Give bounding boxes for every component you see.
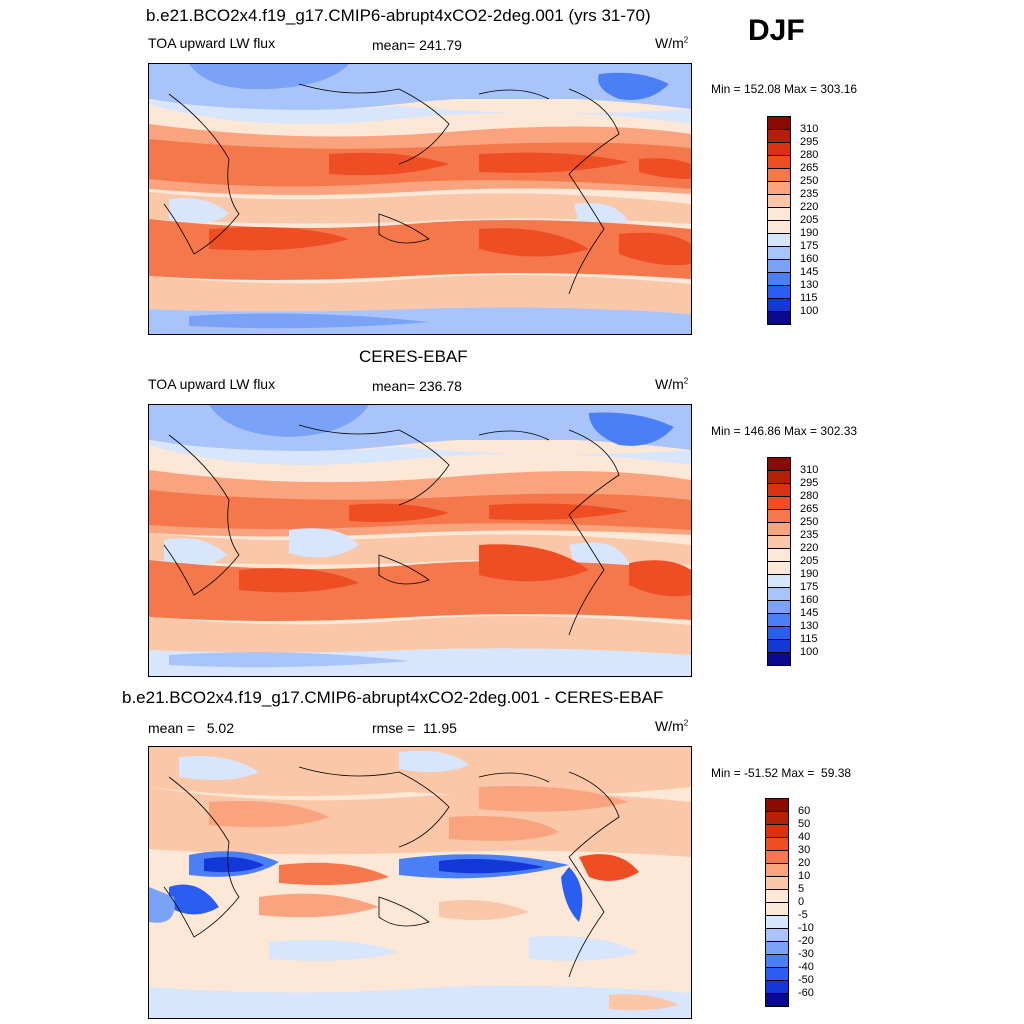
colorbar-label: -40 (798, 961, 814, 973)
colorbar-label: 100 (800, 646, 819, 658)
colorbar-label: -10 (798, 922, 814, 934)
panel2-title: CERES-EBAF (359, 347, 468, 366)
colorbar-label: 5 (798, 883, 805, 895)
colorbar-label: 250 (800, 175, 819, 187)
colorbar-label: 250 (800, 516, 819, 528)
panel1-minmax: Min = 152.08 Max = 303.16 (711, 82, 858, 96)
panel3-mean-label: mean = 5.02 (148, 720, 235, 736)
colorbar-label: 160 (800, 594, 819, 606)
season-label: DJF (748, 14, 805, 47)
panel3-minmax: Min = -51.52 Max = 59.38 (711, 766, 852, 780)
panel2-mean-label: mean= 236.78 (372, 378, 462, 394)
colorbar-label: 280 (800, 490, 819, 502)
panel1-colorbar: 310 295 280 265 250 235 220 205 190 175 … (767, 116, 847, 328)
panel2-minmax: Min = 146.86 Max = 302.33 (711, 424, 858, 438)
panel2-units: W/m2 (655, 376, 689, 392)
colorbar-label: 235 (800, 188, 819, 200)
panel3-colorbar: 60 50 40 30 20 10 5 0 -5 -10 -20 -30 -40… (765, 798, 845, 1014)
colorbar-label: 100 (800, 305, 819, 317)
panel3-units: W/m2 (655, 718, 689, 734)
panel3-map (148, 746, 692, 1019)
panel2-variable-label: TOA upward LW flux (148, 376, 276, 392)
colorbar-label: -5 (798, 909, 808, 921)
colorbar-label: 190 (800, 227, 819, 239)
colorbar-label: 310 (800, 464, 819, 476)
panel1-title: b.e21.BCO2x4.f19_g17.CMIP6-abrupt4xCO2-2… (146, 6, 651, 25)
colorbar-label: 130 (800, 620, 819, 632)
colorbar-label: 0 (798, 896, 805, 908)
colorbar-label: 40 (798, 831, 811, 843)
panel1-mean-label: mean= 241.79 (372, 37, 462, 53)
colorbar-label: 310 (800, 123, 819, 135)
colorbar-label: 295 (800, 136, 819, 148)
colorbar-label: 205 (800, 214, 819, 226)
colorbar-label: 115 (800, 633, 818, 645)
colorbar-label: 30 (798, 844, 811, 856)
colorbar-label: 190 (800, 568, 819, 580)
colorbar-label: 115 (800, 292, 818, 304)
colorbar-label: 265 (800, 503, 819, 515)
colorbar-label: 160 (800, 253, 819, 265)
panel2-map (148, 404, 692, 677)
panel1-variable-label: TOA upward LW flux (148, 35, 276, 51)
colorbar-label: -30 (798, 948, 814, 960)
panel3-title: b.e21.BCO2x4.f19_g17.CMIP6-abrupt4xCO2-2… (122, 688, 664, 707)
colorbar-label: 205 (800, 555, 819, 567)
panel1-units: W/m2 (655, 35, 689, 51)
colorbar-label: 145 (800, 607, 819, 619)
colorbar-label: -50 (798, 974, 814, 986)
colorbar-label: 295 (800, 477, 819, 489)
colorbar-label: 60 (798, 805, 811, 817)
colorbar-label: 175 (800, 581, 819, 593)
colorbar-label: -60 (798, 987, 814, 999)
colorbar-label: 280 (800, 149, 819, 161)
colorbar-label: 50 (798, 818, 811, 830)
colorbar-label: 20 (798, 857, 811, 869)
colorbar-label: 145 (800, 266, 819, 278)
colorbar-label: 220 (800, 542, 819, 554)
colorbar-label: 10 (798, 870, 811, 882)
colorbar-label: 265 (800, 162, 819, 174)
colorbar-label: 175 (800, 240, 819, 252)
panel3-rmse-label: rmse = 11.95 (372, 720, 457, 736)
colorbar-label: 130 (800, 279, 819, 291)
colorbar-label: 235 (800, 529, 819, 541)
colorbar-label: -20 (798, 935, 814, 947)
panel2-colorbar: 310 295 280 265 250 235 220 205 190 175 … (767, 457, 847, 669)
panel1-map (148, 63, 692, 335)
colorbar-label: 220 (800, 201, 819, 213)
